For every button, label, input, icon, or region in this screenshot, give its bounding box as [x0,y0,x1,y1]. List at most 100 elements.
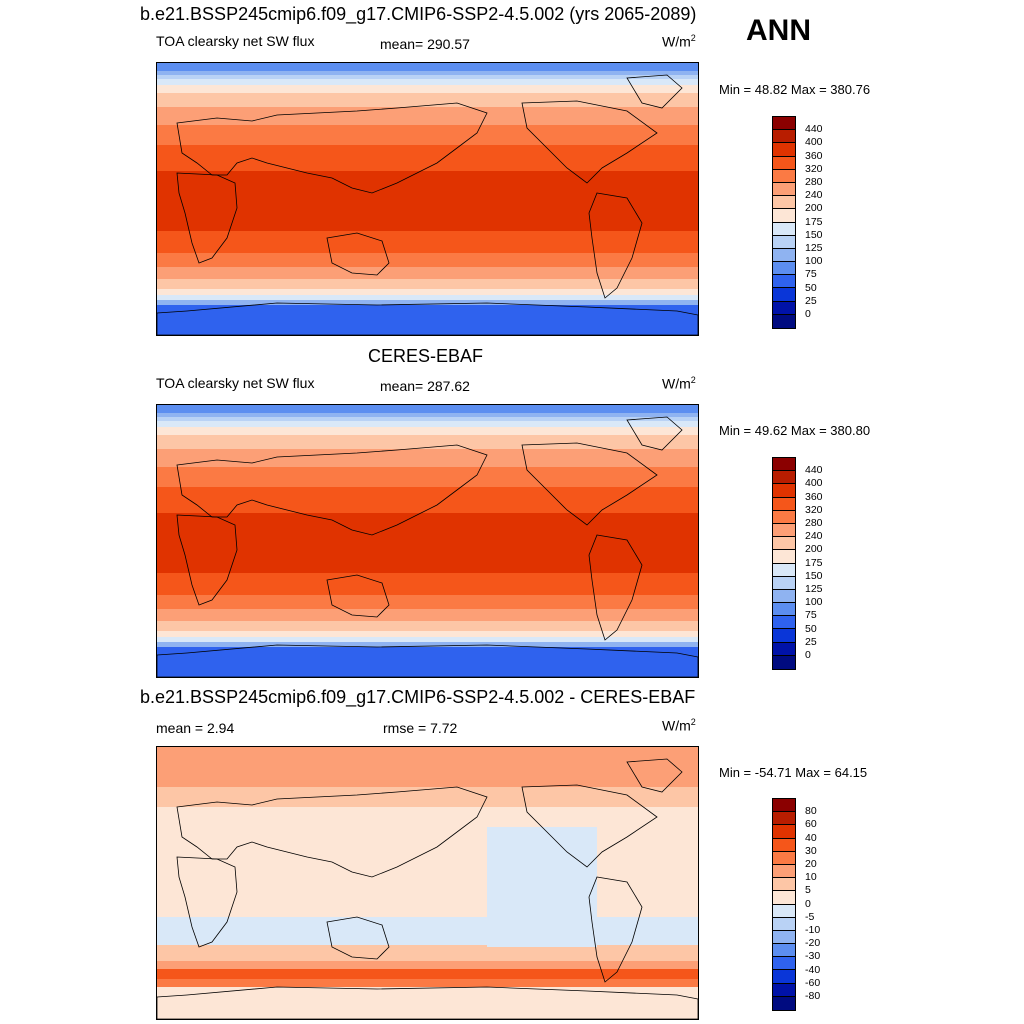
panel1-colorbar-tick-label: 360 [805,149,823,162]
latitude-band [157,231,698,253]
panel2-minmax: Min = 49.62 Max = 380.80 [719,423,871,438]
panel3-colorbar-swatch [773,904,795,918]
panel1-map [156,62,699,336]
panel3-colorbar-swatch [773,944,795,958]
coastline [588,192,643,299]
panel1-colorbar-tick-label: 50 [805,281,817,294]
panel3-colorbar [772,798,796,1011]
latitude-band [157,513,698,573]
panel2-colorbar-swatch [773,471,795,485]
panel3-colorbar-swatch [773,917,795,931]
panel2-colorbar-swatch [773,603,795,617]
coastline [626,74,683,109]
difference-band [157,787,698,807]
difference-band [157,945,698,961]
latitude-band [157,300,698,305]
panel3-colorbar-tick-label: -80 [805,990,821,1002]
panel1-colorbar-swatch [773,196,795,210]
panel3-colorbar-tick-label: -10 [805,924,821,936]
panel3-colorbar-swatch [773,957,795,971]
latitude-band [157,93,698,107]
latitude-band [157,413,698,417]
latitude-band [157,75,698,79]
panel3-colorbar-swatch [773,970,795,984]
panel2-map-svg [157,405,698,677]
panel3-rmse-label: rmse = 7.72 [383,720,458,736]
panel3-colorbar-swatch [773,864,795,879]
panel2-colorbar-tick-label: 280 [805,517,823,529]
coastline [157,986,698,1019]
panel2-colorbar-swatch [773,616,795,630]
panel3-colorbar-swatch [773,799,795,813]
coastline [588,534,643,641]
panel2-colorbar-tick-label: 400 [805,477,823,490]
panel2-colorbar [772,457,796,670]
panel1-units: W/m2 [662,33,696,50]
panel2-map [156,404,699,678]
panel3-units: W/m2 [662,717,696,734]
panel3-colorbar-swatch [773,838,795,852]
panel1-colorbar-swatch [773,182,795,197]
panel1-colorbar-tick-label: 75 [805,268,817,281]
panel2-colorbar-swatch [773,589,795,604]
panel2-units: W/m2 [662,375,696,392]
coastline [176,102,488,194]
panel3-map-svg [157,747,698,1019]
latitude-band [157,253,698,267]
latitude-band [157,621,698,631]
panel3-colorbar-tick-label: -40 [805,963,821,976]
panel2-colorbar-swatch [773,655,795,669]
panel1-title: b.e21.BSSP245cmip6.f09_g17.CMIP6-SSP2-4.… [140,4,697,24]
panel1-colorbar-tick-label: 0 [805,308,811,320]
panel3-difference-field [157,747,698,1019]
panel2-title: CERES-EBAF [368,346,484,366]
panel2-colorbar-swatch [773,642,795,656]
panel1-colorbar-tick-label: 125 [805,242,823,254]
season-label: ANN [746,14,811,47]
difference-band [157,961,698,969]
latitude-band [157,609,698,621]
panel3-colorbar-tick-label: 0 [805,897,811,910]
panel2-colorbar-tick-label: 75 [805,609,817,622]
panel3-colorbar-swatch [773,878,795,892]
panel3-continents [157,758,698,1019]
latitude-band [157,642,698,647]
panel1-colorbar-swatch [773,156,795,170]
panel2-colorbar-swatch [773,537,795,551]
panel1-variable-label: TOA clearsky net SW flux [156,33,315,49]
panel2-colorbar-tick-label: 240 [805,530,823,543]
difference-band [157,969,698,979]
latitude-band [157,171,698,231]
latitude-band [157,435,698,449]
panel2-colorbar-swatch [773,629,795,643]
panel1-colorbar-swatch [773,117,795,131]
panel2-colorbar-swatch [773,484,795,498]
coastline [626,416,683,451]
panel2-continents [157,416,698,677]
panel1-colorbar-swatch [773,169,795,183]
panel1-colorbar-tick-label: 320 [805,162,823,175]
panel2-colorbar-tick-label: 100 [805,596,823,609]
panel3-colorbar-tick-label: -30 [805,950,821,963]
latitude-band [157,125,698,145]
coastline [588,876,643,983]
panel3-minmax: Min = -54.71 Max = 64.15 [719,765,868,780]
panel3-colorbar-swatch [773,812,795,826]
panel1-colorbar-tick-label: 150 [805,228,823,241]
panel3-colorbar-swatch [773,983,795,997]
panel1-colorbar-swatch [773,262,795,276]
panel3-colorbar-tick-label: -5 [805,910,815,923]
panel1-mean-label: mean= 290.57 [380,36,470,52]
latitude-band [157,449,698,467]
panel1-colorbar-tick-label: 25 [805,294,817,307]
coastline [521,784,658,868]
panel2-mean-label: mean= 287.62 [380,378,470,394]
coastline [176,786,488,878]
panel2-colorbar-tick-label: 125 [805,583,823,595]
panel1-colorbar-tick-label: 240 [805,189,823,202]
panel1-colorbar-swatch [773,222,795,236]
panel2-colorbar-swatch [773,497,795,511]
latitude-band [157,267,698,279]
difference-band [157,979,698,987]
latitude-band [157,421,698,427]
